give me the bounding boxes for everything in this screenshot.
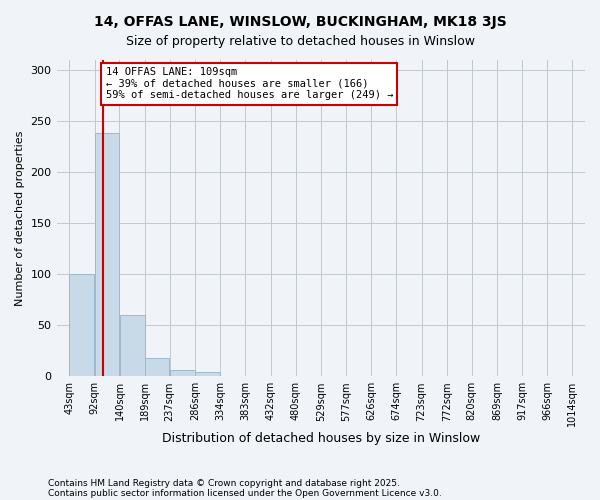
Bar [196,372,220,376]
Bar [95,134,119,376]
Text: Size of property relative to detached houses in Winslow: Size of property relative to detached ho… [125,35,475,48]
Text: Contains HM Land Registry data © Crown copyright and database right 2025.: Contains HM Land Registry data © Crown c… [48,478,400,488]
Bar [70,274,94,376]
Y-axis label: Number of detached properties: Number of detached properties [15,130,25,306]
Bar [145,358,169,376]
Bar [120,315,145,376]
Bar [170,370,195,376]
X-axis label: Distribution of detached houses by size in Winslow: Distribution of detached houses by size … [161,432,480,445]
Text: 14, OFFAS LANE, WINSLOW, BUCKINGHAM, MK18 3JS: 14, OFFAS LANE, WINSLOW, BUCKINGHAM, MK1… [94,15,506,29]
Text: Contains public sector information licensed under the Open Government Licence v3: Contains public sector information licen… [48,488,442,498]
Text: 14 OFFAS LANE: 109sqm
← 39% of detached houses are smaller (166)
59% of semi-det: 14 OFFAS LANE: 109sqm ← 39% of detached … [106,67,393,100]
